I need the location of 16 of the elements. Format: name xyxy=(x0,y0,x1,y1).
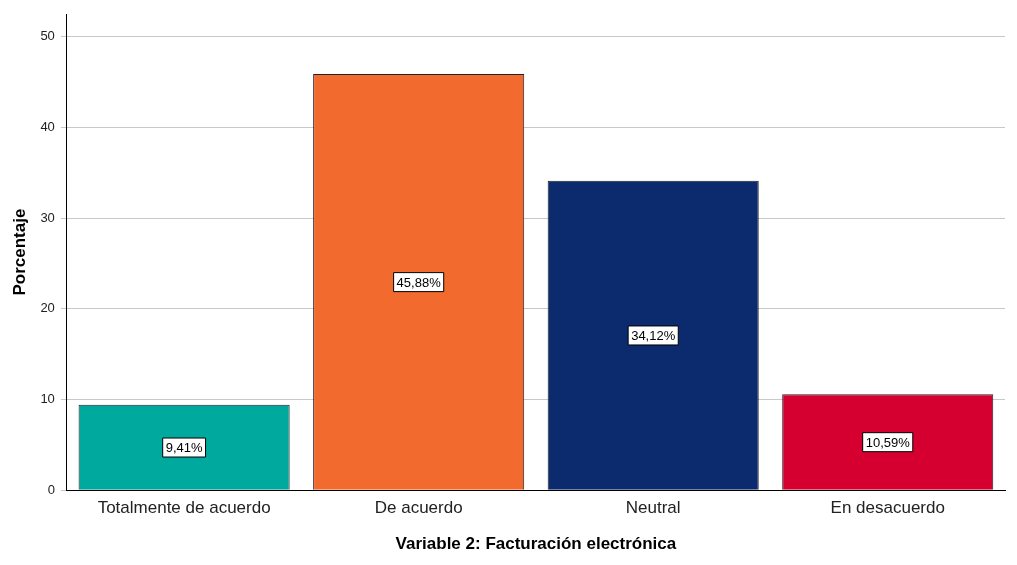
data-label: 10,59% xyxy=(865,434,911,450)
y-tick-label: 0 xyxy=(47,481,55,497)
x-tick-label: En desacuerdo xyxy=(830,498,945,518)
y-tick-label: 10 xyxy=(40,391,55,407)
data-label: 34,12% xyxy=(631,328,676,344)
y-axis-title: Porcentaje xyxy=(9,208,29,296)
y-tick-label: 50 xyxy=(40,28,55,44)
x-tick-label: Neutral xyxy=(625,498,681,518)
y-tick-label: 20 xyxy=(40,300,55,316)
y-tick-label: 40 xyxy=(40,118,55,134)
data-label: 45,88% xyxy=(396,274,442,290)
x-tick-label: De acuerdo xyxy=(374,498,463,518)
x-axis-title: Variable 2: Facturación electrónica xyxy=(395,534,677,554)
data-label: 9,41% xyxy=(165,440,203,456)
y-tick-label: 30 xyxy=(40,209,55,225)
x-tick-label: Totalmente de acuerdo xyxy=(97,498,271,518)
